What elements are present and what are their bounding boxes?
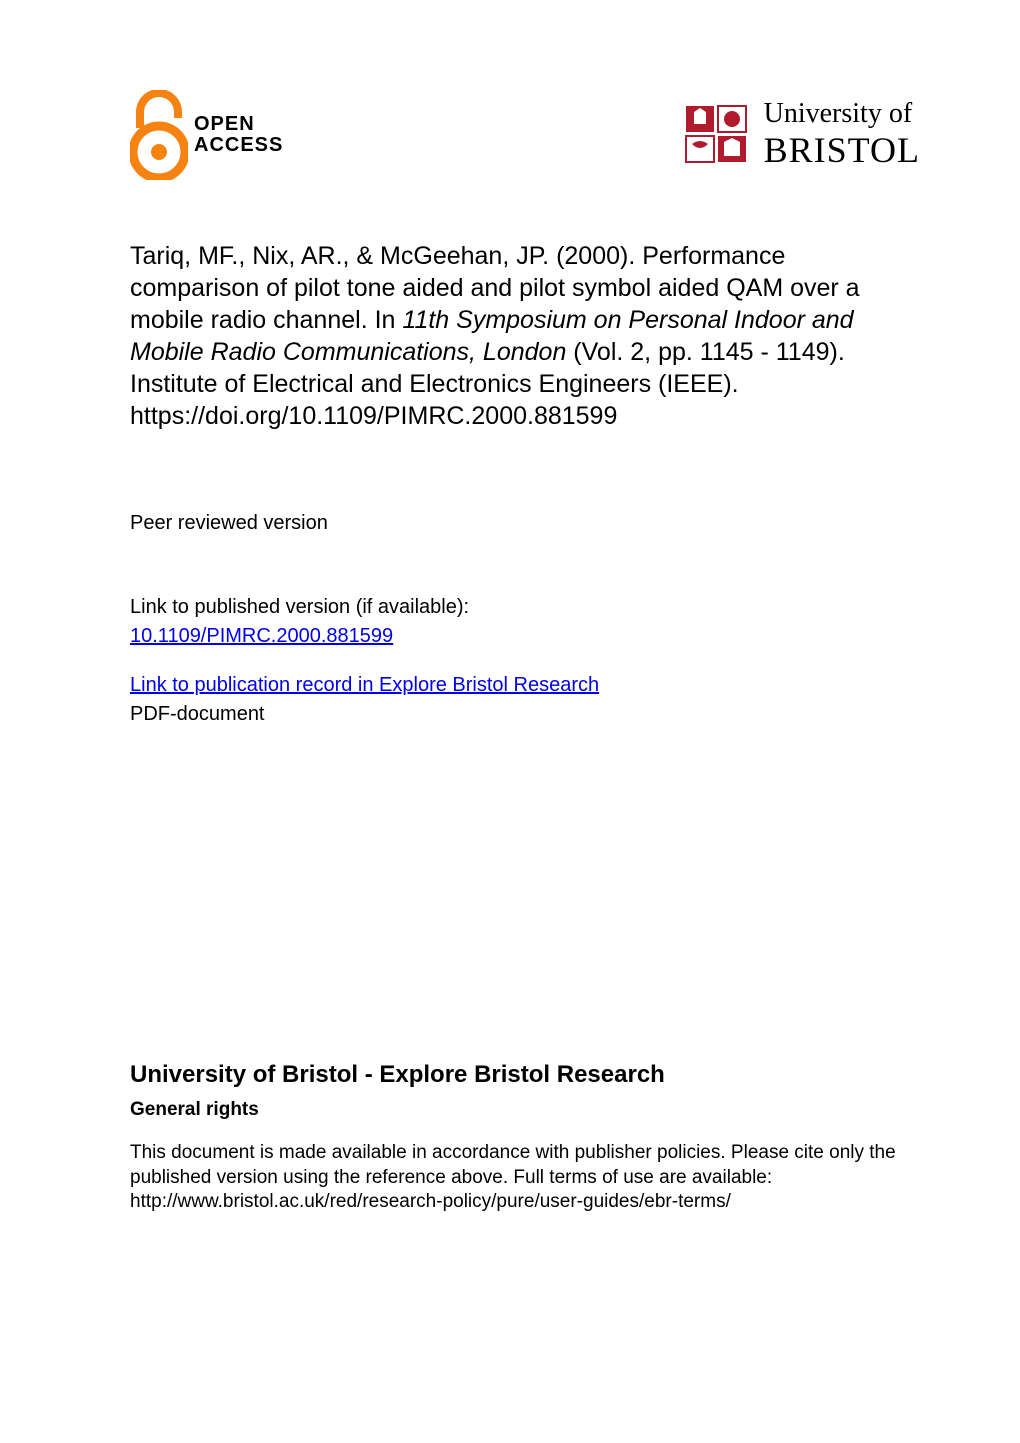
header-logo-row: OPEN ACCESS University of BRISTOL <box>130 90 920 180</box>
footer-section: University of Bristol - Explore Bristol … <box>130 1059 920 1215</box>
open-access-icon <box>130 90 188 180</box>
footer-terms-url: http://www.bristol.ac.uk/red/research-po… <box>130 1191 731 1212</box>
footer-heading: University of Bristol - Explore Bristol … <box>130 1059 920 1091</box>
peer-reviewed-label: Peer reviewed version <box>130 512 920 535</box>
bristol-line2: BRISTOL <box>764 130 920 171</box>
pdf-document-label: PDF-document <box>130 700 920 729</box>
university-bristol-logo: University of BRISTOL <box>682 98 920 172</box>
open-access-logo: OPEN ACCESS <box>130 90 283 180</box>
bristol-crest-icon <box>682 100 752 170</box>
bristol-text: University of BRISTOL <box>764 98 920 172</box>
citation-pages: (Vol. 2, pp. 1145 - 1149). <box>566 338 844 366</box>
links-section: Link to published version (if available)… <box>130 593 920 729</box>
citation-authors: Tariq, MF., Nix, AR., & McGeehan, JP. (2… <box>130 242 642 270</box>
footer-body-text: This document is made available in accor… <box>130 1142 896 1188</box>
published-version-label: Link to published version (if available)… <box>130 593 920 622</box>
published-version-link[interactable]: 10.1109/PIMRC.2000.881599 <box>130 625 393 647</box>
bristol-line1: University of <box>764 98 920 130</box>
citation-doi: https://doi.org/10.1109/PIMRC.2000.88159… <box>130 402 617 430</box>
citation-publisher: Institute of Electrical and Electronics … <box>130 370 739 398</box>
publication-record-link[interactable]: Link to publication record in Explore Br… <box>130 674 599 696</box>
footer-subheading: General rights <box>130 1097 920 1123</box>
citation-block: Tariq, MF., Nix, AR., & McGeehan, JP. (2… <box>130 240 920 432</box>
open-access-word1: OPEN <box>194 114 283 135</box>
open-access-text: OPEN ACCESS <box>194 114 283 156</box>
footer-body: This document is made available in accor… <box>130 1141 920 1215</box>
open-access-word2: ACCESS <box>194 135 283 156</box>
